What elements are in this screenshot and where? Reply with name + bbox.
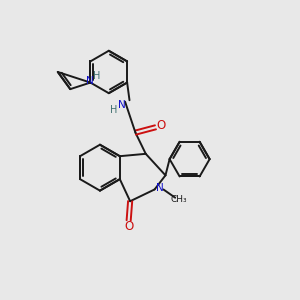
Text: H: H xyxy=(93,71,100,81)
Text: CH₃: CH₃ xyxy=(170,195,187,204)
Text: H: H xyxy=(110,105,117,115)
Text: O: O xyxy=(124,220,133,233)
Text: N: N xyxy=(156,183,164,193)
Text: N: N xyxy=(86,76,94,86)
Text: N: N xyxy=(118,100,125,110)
Text: O: O xyxy=(157,119,166,132)
